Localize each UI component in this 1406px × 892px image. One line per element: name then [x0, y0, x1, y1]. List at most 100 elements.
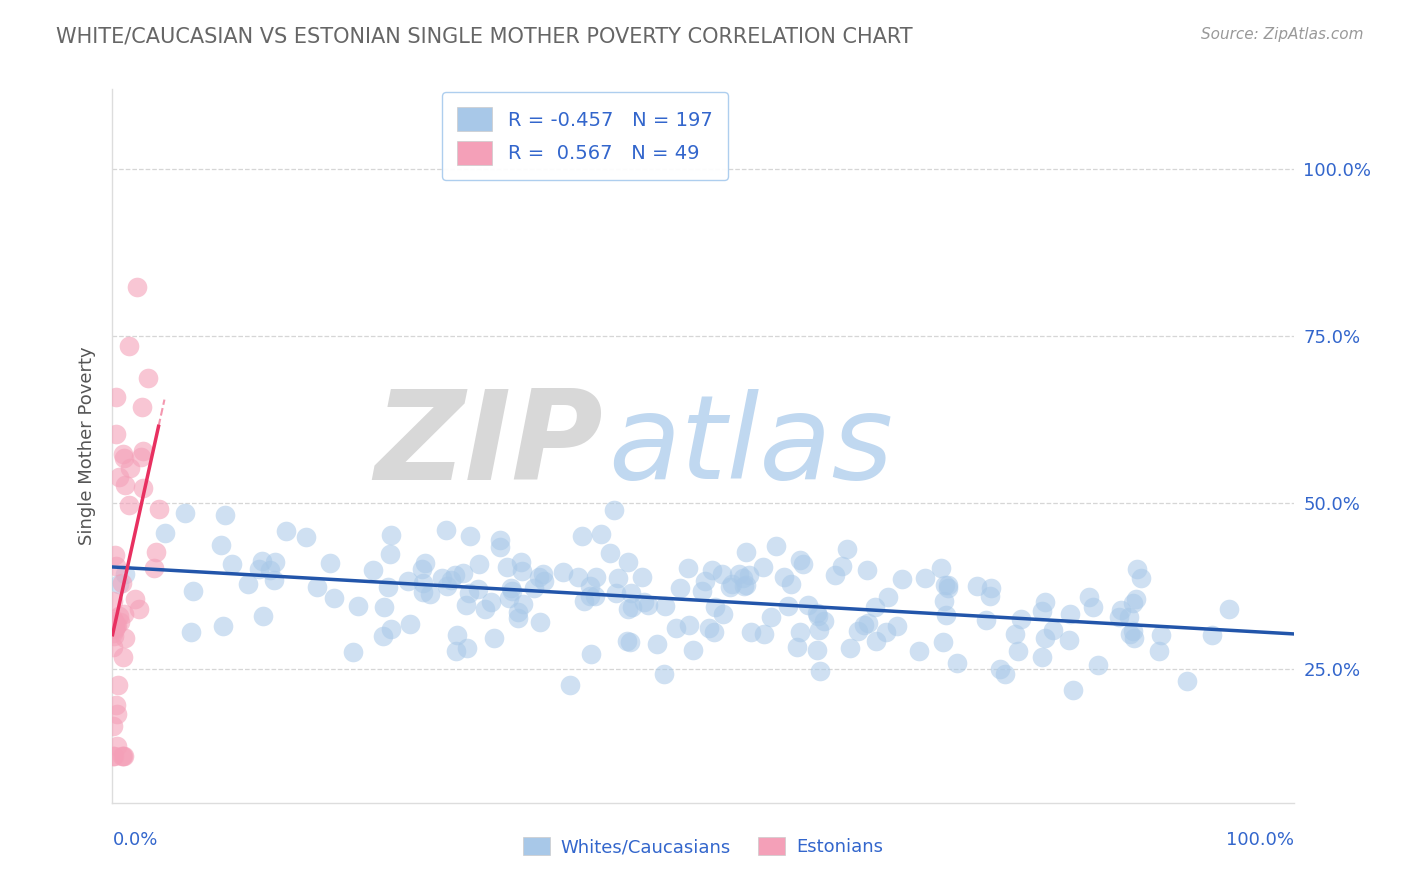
Point — [101, 612, 124, 626]
Point — [108, 577, 131, 591]
Point — [934, 577, 956, 591]
Point — [1042, 624, 1064, 638]
Point — [380, 528, 402, 542]
Point — [731, 570, 754, 584]
Point — [1118, 610, 1140, 624]
Point — [509, 555, 531, 569]
Point — [112, 749, 135, 764]
Point — [704, 599, 727, 614]
Point — [727, 566, 749, 581]
Point — [780, 577, 803, 591]
Point — [631, 570, 654, 584]
Point — [499, 581, 522, 595]
Point — [347, 599, 370, 613]
Point — [488, 541, 510, 555]
Point — [180, 624, 202, 639]
Point — [396, 574, 419, 589]
Point — [591, 526, 613, 541]
Point — [856, 615, 879, 630]
Point — [877, 590, 900, 604]
Point — [148, 502, 170, 516]
Point — [994, 666, 1017, 681]
Point — [112, 447, 135, 461]
Point — [522, 582, 544, 596]
Point — [733, 579, 755, 593]
Point — [807, 608, 830, 623]
Point — [637, 598, 659, 612]
Point — [444, 643, 467, 657]
Point — [703, 625, 725, 640]
Point — [108, 470, 131, 484]
Point — [319, 557, 342, 571]
Point — [373, 599, 395, 614]
Point — [307, 580, 329, 594]
Point — [808, 664, 831, 678]
Point — [105, 707, 128, 722]
Point — [479, 595, 502, 609]
Point — [456, 641, 478, 656]
Point — [259, 563, 281, 577]
Point — [583, 589, 606, 603]
Point — [114, 567, 136, 582]
Point — [837, 541, 859, 556]
Point — [181, 583, 204, 598]
Point — [676, 560, 699, 574]
Point — [432, 571, 454, 585]
Point — [209, 538, 232, 552]
Point — [813, 614, 835, 628]
Point — [824, 568, 846, 582]
Point — [579, 648, 602, 662]
Point — [419, 587, 441, 601]
Point — [103, 749, 125, 764]
Point — [654, 599, 676, 613]
Point — [682, 642, 704, 657]
Legend: Whites/Caucasians, Estonians: Whites/Caucasians, Estonians — [513, 828, 893, 865]
Point — [104, 548, 127, 562]
Point — [101, 640, 124, 654]
Point — [863, 599, 886, 614]
Point — [501, 584, 523, 599]
Point — [738, 568, 761, 582]
Point — [458, 585, 481, 599]
Point — [693, 574, 716, 588]
Point — [533, 574, 555, 589]
Point — [856, 563, 879, 577]
Point — [585, 570, 607, 584]
Point — [512, 598, 534, 612]
Point — [633, 595, 655, 609]
Point — [1201, 628, 1223, 642]
Point — [886, 619, 908, 633]
Point — [103, 615, 125, 629]
Point — [1087, 658, 1109, 673]
Point — [678, 617, 700, 632]
Point — [776, 599, 799, 613]
Point — [413, 556, 436, 570]
Point — [460, 529, 482, 543]
Point — [752, 626, 775, 640]
Point — [529, 570, 551, 584]
Point — [605, 586, 627, 600]
Point — [1126, 561, 1149, 575]
Point — [603, 503, 626, 517]
Point — [1125, 591, 1147, 606]
Point — [1130, 571, 1153, 585]
Point — [132, 481, 155, 495]
Text: WHITE/CAUCASIAN VS ESTONIAN SINGLE MOTHER POVERTY CORRELATION CHART: WHITE/CAUCASIAN VS ESTONIAN SINGLE MOTHE… — [56, 27, 912, 46]
Point — [932, 635, 955, 649]
Point — [740, 624, 762, 639]
Text: 100.0%: 100.0% — [1226, 831, 1294, 849]
Point — [831, 559, 853, 574]
Point — [380, 622, 402, 636]
Point — [806, 607, 828, 621]
Point — [474, 602, 496, 616]
Point — [796, 598, 818, 612]
Point — [531, 567, 554, 582]
Point — [103, 617, 125, 632]
Point — [1122, 624, 1144, 638]
Point — [1059, 607, 1081, 621]
Point — [105, 698, 128, 713]
Point — [112, 450, 135, 465]
Point — [111, 749, 134, 764]
Point — [467, 582, 489, 597]
Point — [446, 628, 468, 642]
